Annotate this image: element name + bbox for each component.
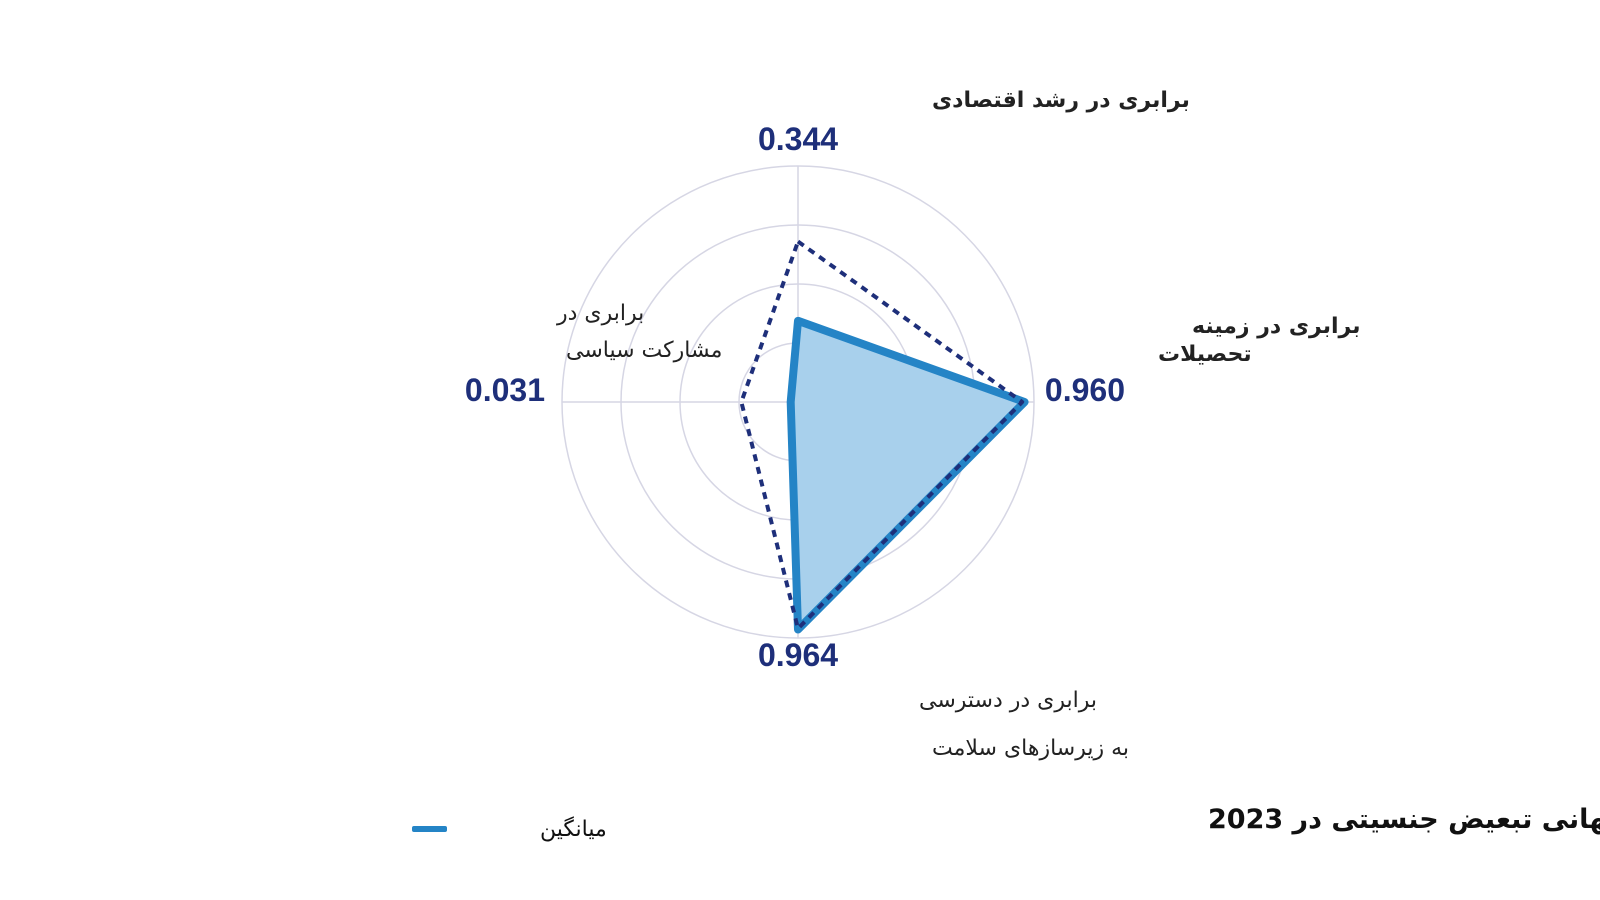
series-iran-area <box>786 316 1029 634</box>
chart-title: ایران در شاخص جهانی تبعیض جنسیتی در 2023 <box>1208 804 1600 835</box>
radar-series <box>739 239 1029 634</box>
legend: میانگین <box>412 816 607 842</box>
series-average-line <box>739 239 1025 631</box>
axis-label-health: برابری در دسترسی <box>919 688 1097 713</box>
axis-labels: برابری در رشد اقتصادی 0.344 برابری در زمین… <box>465 88 1361 761</box>
value-label-health: 0.964 <box>758 637 838 673</box>
value-label-economic: 0.344 <box>758 121 838 157</box>
legend-label-average: میانگین <box>540 816 607 842</box>
axis-label-education: برابری در زمینه <box>1192 314 1360 339</box>
value-label-political: 0.031 <box>465 372 545 408</box>
axis-label-health: به زیرسازهای سلامت <box>932 736 1129 761</box>
legend-swatch-average <box>412 826 447 832</box>
axis-label-political: مشارکت سیاسی <box>566 338 722 363</box>
axis-label-economic: برابری در رشد اقتصادی <box>932 88 1190 113</box>
axis-label-education: تحصیلات <box>1158 342 1252 367</box>
axis-label-political: برابری در <box>556 301 644 326</box>
value-label-education: 0.960 <box>1045 372 1125 408</box>
